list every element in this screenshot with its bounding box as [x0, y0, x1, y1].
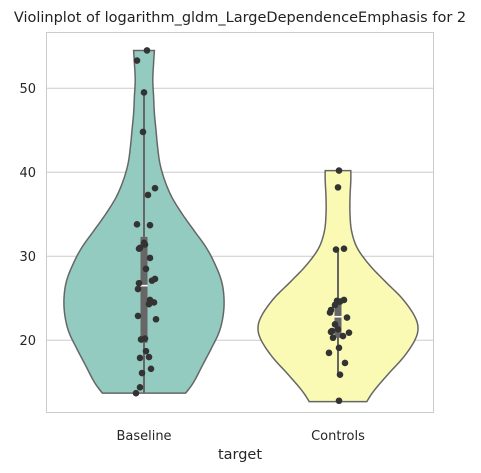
x-tick-label-controls: Controls [311, 429, 365, 444]
data-point-baseline [144, 191, 152, 199]
data-point-controls [335, 344, 343, 352]
y-tick-label-40: 40 [19, 166, 36, 181]
data-point-baseline [134, 312, 142, 320]
data-point-baseline [137, 336, 145, 343]
data-point-controls [326, 309, 334, 316]
data-point-baseline [135, 279, 143, 287]
data-point-controls [341, 359, 349, 367]
data-point-baseline [145, 300, 153, 308]
data-point-baseline [132, 389, 140, 397]
data-point-controls [345, 329, 353, 337]
data-point-controls [334, 326, 342, 333]
y-tick-label-50: 50 [19, 82, 36, 97]
data-point-baseline [146, 254, 154, 262]
data-point-controls [331, 321, 339, 328]
data-point-baseline [135, 245, 143, 252]
chart-title: Violinplot of logarithm_gldm_LargeDepend… [14, 10, 466, 26]
data-point-baseline [148, 277, 156, 284]
data-point-controls [336, 298, 344, 305]
y-tick-label-20: 20 [19, 334, 36, 349]
x-axis-label: target [218, 447, 262, 463]
data-point-controls [339, 332, 347, 340]
data-point-controls [340, 245, 348, 252]
data-point-controls [336, 371, 344, 379]
data-point-baseline [150, 299, 158, 306]
data-point-baseline [139, 128, 147, 136]
data-point-baseline [134, 285, 142, 293]
data-point-controls [325, 349, 333, 357]
data-point-baseline [140, 89, 148, 96]
data-point-baseline [147, 365, 155, 373]
data-point-baseline [145, 353, 153, 361]
data-point-baseline [142, 265, 150, 273]
data-point-controls [335, 167, 343, 174]
data-point-baseline [142, 347, 150, 355]
data-point-baseline [143, 47, 151, 54]
data-point-controls [334, 184, 342, 191]
data-point-baseline [151, 184, 159, 192]
data-point-baseline [146, 221, 154, 229]
violins [63, 47, 419, 405]
data-point-baseline [152, 315, 160, 323]
x-tick-label-baseline: Baseline [116, 429, 171, 444]
data-point-controls [343, 314, 351, 321]
data-point-baseline [133, 221, 141, 228]
data-point-baseline [138, 369, 146, 377]
data-point-baseline [141, 241, 149, 248]
iqr-box-baseline [140, 236, 148, 343]
x-tick-labels: Baseline Controls [116, 429, 365, 444]
violin-group-baseline [63, 47, 225, 397]
data-point-controls [327, 328, 335, 336]
iqr-box-controls [334, 298, 342, 338]
data-point-controls [332, 246, 340, 253]
data-point-baseline [133, 57, 141, 64]
violin-group-controls [257, 167, 419, 405]
data-point-controls [335, 397, 343, 405]
y-tick-labels: 20 30 40 50 [19, 82, 36, 349]
y-tick-label-30: 30 [19, 250, 36, 265]
data-point-controls [329, 334, 337, 342]
data-point-baseline [136, 384, 144, 391]
data-point-baseline [136, 354, 144, 362]
data-point-controls [331, 301, 339, 309]
